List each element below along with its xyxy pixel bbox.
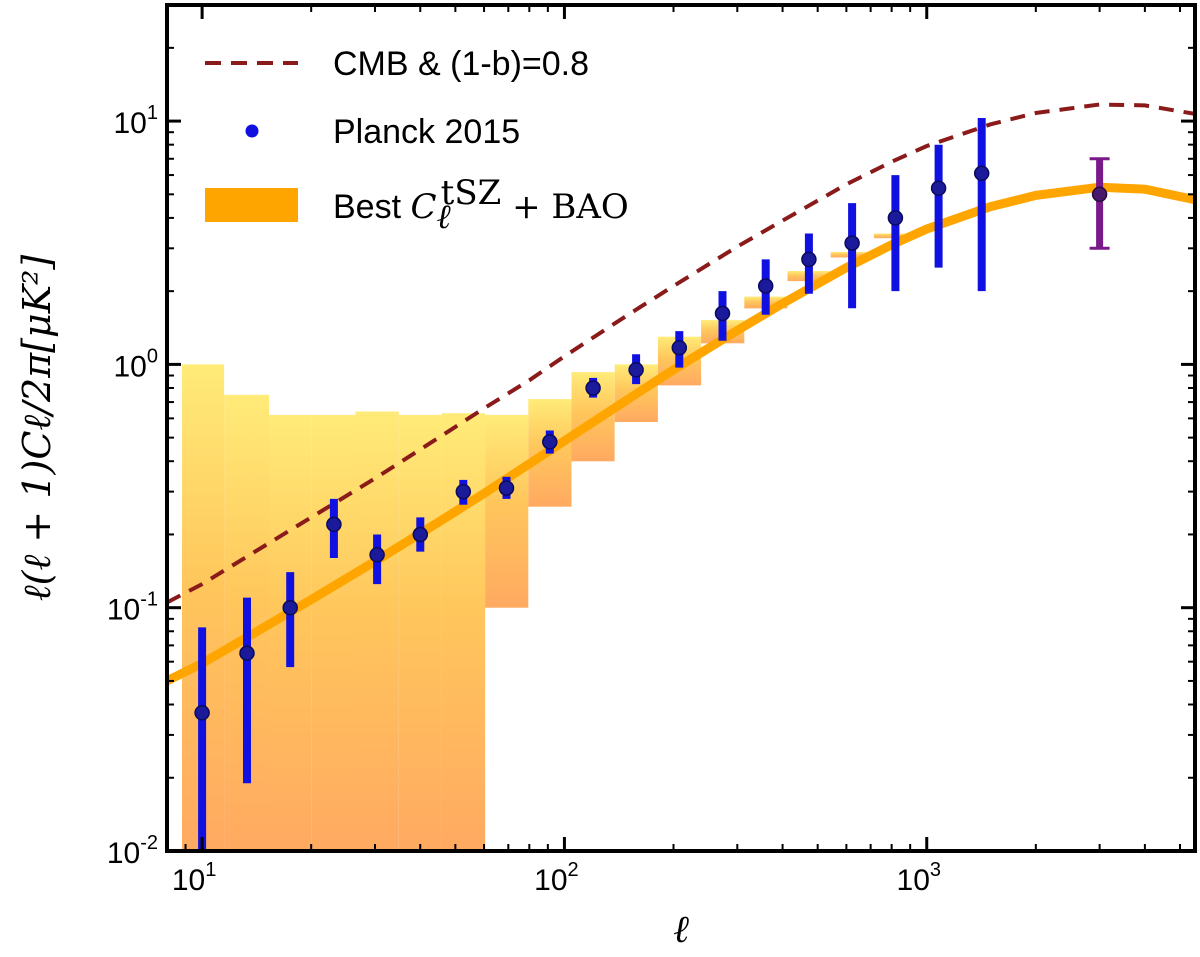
planck-point-13: [714, 305, 731, 322]
planck-point-18: [930, 180, 947, 196]
y-tick-label: 100: [114, 345, 159, 383]
highl-point: [1091, 186, 1108, 203]
planck-point-1: [194, 705, 210, 721]
x-tick-label: 102: [534, 859, 579, 897]
planck-point-8: [498, 480, 515, 496]
legend-best-suffix: + BAO: [501, 187, 629, 227]
planck-point-14: [757, 278, 774, 294]
model-curves: [167, 102, 1195, 686]
legend-best-label: Best CℓtSZ + BAO: [333, 173, 629, 237]
legend-cmb-label: CMB & (1-b)=0.8: [333, 45, 589, 83]
y-tick-label: 10-2: [107, 832, 158, 870]
y-axis-label: ℓ(ℓ + 1)Cℓ/2π[μK²]: [15, 255, 59, 601]
legend-best-prefix: Best: [333, 188, 410, 226]
planck-point-6: [412, 526, 429, 543]
plot-frame: [165, 3, 1197, 853]
legend-best-c: C: [410, 187, 436, 227]
planck-data-points: [194, 118, 1110, 851]
cmb-dashed-line: [167, 102, 1195, 605]
best-fit-uncertainty-band: [182, 233, 918, 851]
planck-point-10: [585, 380, 601, 396]
planck-point-17: [887, 210, 904, 226]
axis-ticks: 101 102 103 10-2 10-1 100 101: [107, 4, 1195, 897]
planck-point-7: [455, 483, 472, 500]
y-tick-label: 10-1: [107, 589, 158, 627]
band-bin-8: [485, 414, 529, 608]
legend-best-sup: tSZ: [441, 173, 502, 213]
band-bin-7: [441, 413, 486, 851]
x-axis-label: ℓ: [673, 907, 689, 951]
planck-point-9: [542, 434, 558, 450]
legend-planck-label: Planck 2015: [333, 113, 520, 151]
legend-best-sub: ℓ: [437, 197, 451, 237]
planck-point-2: [239, 645, 255, 661]
planck-point-15: [801, 251, 817, 268]
planck-point-4: [326, 516, 342, 533]
band-bin-4: [312, 414, 356, 851]
planck-point-11: [628, 362, 644, 378]
best-fit-line: [167, 182, 1195, 686]
planck-point-3: [282, 599, 298, 616]
band-bin-5: [355, 411, 399, 851]
legend: CMB & (1-b)=0.8 Planck 2015 Best CℓtSZ +…: [205, 45, 629, 237]
y-tick-label: 101: [114, 102, 159, 140]
planck-point-16: [844, 235, 860, 251]
legend-best-swatch: [205, 188, 298, 222]
x-tick-label: 103: [897, 859, 942, 897]
planck-point-12: [671, 340, 688, 356]
planck-point-5: [369, 547, 385, 563]
band-bin-6: [398, 414, 442, 851]
legend-planck-marker: [245, 124, 259, 138]
planck-point-19: [973, 165, 990, 182]
x-tick-label: 101: [172, 859, 217, 897]
